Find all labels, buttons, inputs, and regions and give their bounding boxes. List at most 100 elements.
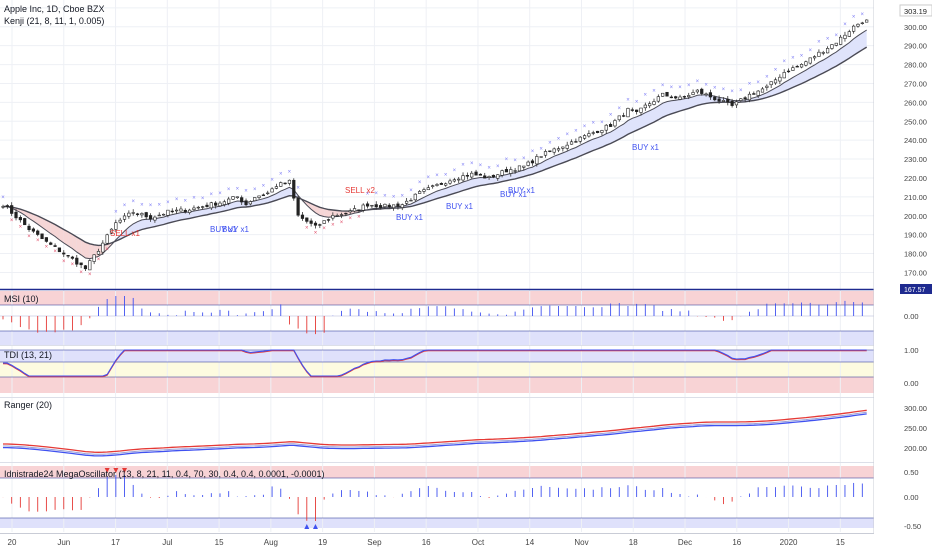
candle-body: [184, 210, 187, 212]
candle-body: [97, 251, 100, 254]
time-tick-label: Aug: [264, 538, 278, 547]
ma-band-down: [85, 242, 89, 258]
candle-body: [336, 215, 339, 216]
candle-body: [844, 35, 847, 38]
signal-marker: ×: [227, 187, 231, 193]
tdi-tick-label: 1.00: [904, 346, 919, 355]
signal-marker: ×: [374, 191, 378, 197]
time-tick-label: 14: [525, 538, 534, 547]
candle-body: [818, 52, 821, 56]
candle-body: [227, 199, 230, 203]
signal-marker: ×: [808, 48, 812, 54]
ranger-tick-label: 300.00: [904, 404, 927, 413]
signal-marker: ×: [583, 124, 587, 130]
candle-body: [384, 204, 387, 206]
candle-body: [102, 243, 105, 252]
candle-body: [193, 208, 196, 210]
candle-body: [219, 203, 222, 206]
candle-body: [683, 96, 686, 97]
candle-body: [644, 105, 647, 108]
signal-marker: ×: [791, 55, 795, 61]
signal-marker: ×: [62, 259, 66, 265]
mega-tick-label: 0.50: [904, 468, 919, 477]
signal-marker: ×: [453, 168, 457, 174]
signal-marker: ×: [348, 216, 352, 222]
candle-body: [475, 172, 478, 175]
signal-marker: ×: [210, 192, 214, 198]
candle-body: [536, 156, 539, 163]
signal-marker: ×: [600, 120, 604, 126]
candle-body: [700, 89, 703, 93]
candle-body: [28, 226, 31, 230]
candle-body: [388, 205, 391, 207]
signal-marker: ×: [461, 162, 465, 168]
candle-body: [679, 97, 682, 99]
candle-body: [162, 214, 165, 215]
time-tick-label: 16: [732, 538, 741, 547]
ranger-tick-label: 250.00: [904, 424, 927, 433]
msi-title: MSI (10): [4, 294, 39, 304]
candle-body: [835, 43, 838, 45]
candle-body: [431, 186, 434, 187]
price-axis: 310.00300.00290.00280.00270.00260.00250.…: [874, 0, 932, 550]
signal-marker: ×: [409, 188, 413, 194]
candle-body: [188, 210, 191, 213]
candle-body: [301, 215, 304, 219]
candle-body: [128, 213, 131, 216]
candle-body: [705, 94, 708, 95]
msi-zone-upper: [0, 291, 874, 305]
time-tick-label: 15: [215, 538, 224, 547]
time-tick-label: 17: [111, 538, 120, 547]
candle-body: [158, 215, 161, 216]
ranger-tick-label: 200.00: [904, 444, 927, 453]
signal-marker: ×: [574, 128, 578, 134]
candle-body: [67, 255, 70, 256]
signal-marker: ×: [314, 231, 318, 237]
candle-body: [444, 184, 447, 185]
candle-body: [562, 147, 565, 148]
price-tick-label: 200.00: [904, 212, 927, 221]
candle-body: [353, 209, 356, 212]
candle-body: [371, 205, 374, 206]
candle-body: [787, 71, 790, 72]
candle-body: [23, 218, 26, 224]
signal-marker: ×: [383, 193, 387, 199]
candle-body: [362, 205, 365, 210]
price-tick-label: 240.00: [904, 136, 927, 145]
tdi-zone-lower: [0, 377, 874, 393]
time-tick-label: Oct: [472, 538, 485, 547]
candle-body: [171, 211, 174, 212]
candle-body: [544, 151, 547, 155]
candle-body: [397, 204, 400, 206]
candle-body: [601, 130, 604, 132]
candle-body: [2, 206, 5, 207]
signal-marker: ×: [843, 22, 847, 28]
candle-body: [753, 94, 756, 95]
candle-body: [865, 20, 868, 22]
candle-body: [653, 102, 656, 105]
mega-zone-lower: [0, 518, 874, 528]
candle-body: [466, 175, 469, 176]
signal-label: BUY x1: [446, 202, 474, 211]
candle-body: [796, 66, 799, 67]
candle-body: [483, 176, 486, 178]
signal-marker: ×: [687, 83, 691, 89]
time-tick-label: Nov: [574, 538, 588, 547]
candle-body: [661, 93, 664, 96]
signal-marker: ×: [696, 79, 700, 85]
candle-body: [635, 110, 638, 112]
candle-body: [779, 77, 782, 81]
signal-marker: ×: [105, 247, 109, 253]
price-tick-label: 220.00: [904, 174, 927, 183]
candle-body: [54, 246, 57, 247]
candle-body: [284, 183, 287, 184]
signal-marker: ×: [565, 132, 569, 138]
signal-marker: ×: [175, 197, 179, 203]
signal-marker: ×: [487, 166, 491, 172]
candle-body: [418, 191, 421, 193]
candle-body: [327, 220, 330, 221]
signal-marker: ×: [609, 113, 613, 119]
msi-tick-label: 0.00: [904, 312, 919, 321]
candle-body: [805, 62, 808, 66]
